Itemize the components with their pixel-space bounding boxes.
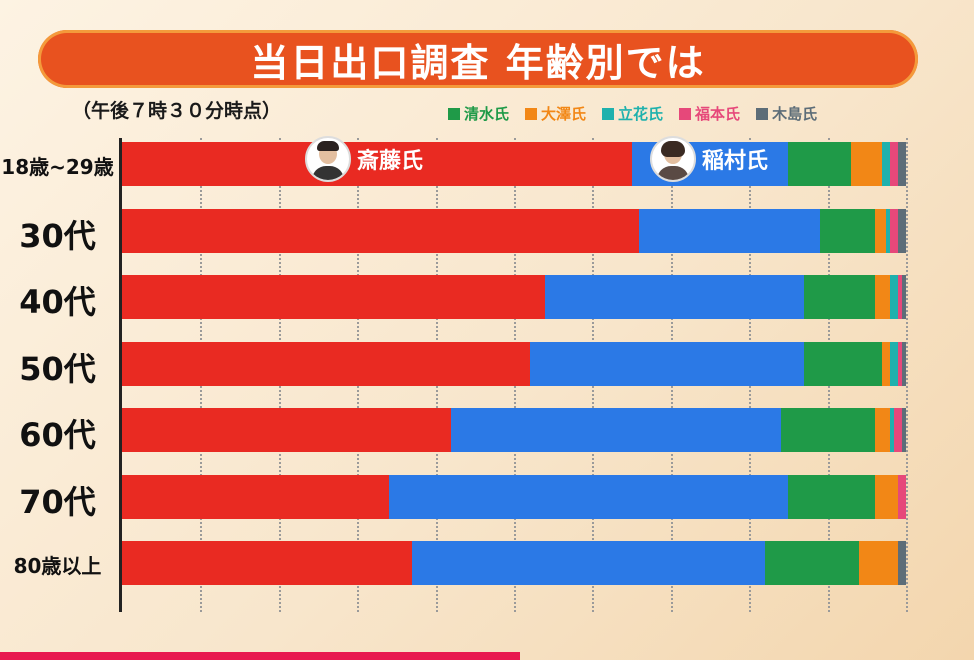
candidate-photo-icon [650, 136, 696, 182]
bar-saito [122, 474, 389, 519]
category-label: 50代 [19, 349, 96, 388]
bar-kijima [902, 275, 906, 319]
bar-osawa [858, 541, 899, 585]
bottom-strip [0, 652, 520, 660]
bar-shimizu [764, 541, 859, 585]
legend-item: 大澤氏 [525, 103, 586, 124]
legend-item: 清水氏 [448, 103, 509, 124]
bar-tachibana [890, 341, 899, 386]
bar-inamura [545, 275, 805, 319]
legend-swatch [679, 107, 692, 120]
y-axis-line [119, 138, 122, 612]
bar-osawa [882, 341, 891, 386]
gridline [906, 138, 908, 612]
bar-saito [122, 541, 413, 585]
bar-saito [122, 208, 640, 253]
bar-saito [122, 142, 632, 186]
bar-kijima [898, 142, 906, 186]
candidate-label-inamura: 稲村氏 [650, 136, 768, 182]
bar-osawa [874, 408, 891, 452]
bar-osawa [851, 142, 883, 186]
category-label: 60代 [19, 416, 96, 454]
bar-tachibana [886, 208, 891, 253]
candidate-name: 斎藤氏 [357, 149, 424, 174]
bar-kijima [902, 408, 906, 452]
bar-osawa [874, 208, 887, 253]
candidate-name: 稲村氏 [702, 149, 769, 174]
legend-swatch [448, 107, 460, 120]
candidate-photo-icon [305, 136, 351, 182]
bar-fukumoto [894, 408, 903, 452]
legend-swatch [602, 107, 615, 120]
bar-osawa [874, 275, 891, 319]
chart-subtitle: （午後７時３０分時点） [72, 100, 282, 122]
legend-label: 福本氏 [695, 105, 741, 123]
bar-fukumoto [890, 142, 899, 186]
category-label: 70代 [19, 482, 96, 521]
legend-label: 大澤氏 [541, 105, 587, 123]
legend-label: 立花氏 [618, 105, 664, 123]
category-label: 40代 [19, 283, 96, 321]
bar-tachibana [890, 275, 899, 319]
bar-shimizu [804, 275, 875, 319]
bar-shimizu [804, 341, 883, 386]
legend-label: 木島氏 [772, 105, 818, 123]
bar-tachibana [890, 408, 895, 452]
bar-saito [122, 341, 530, 386]
legend-label: 清水氏 [464, 105, 510, 123]
bar-shimizu [788, 474, 875, 519]
category-label: 30代 [19, 216, 96, 255]
bar-fukumoto [898, 275, 903, 319]
bar-shimizu [788, 142, 852, 186]
title-banner: 当日出口調査 年齢別では [38, 30, 918, 88]
bar-saito [122, 408, 452, 452]
category-label: 80歳以上 [13, 554, 102, 578]
bar-kijima [902, 341, 906, 386]
bar-inamura [388, 474, 789, 519]
bar-inamura [639, 208, 820, 253]
candidate-label-saito: 斎藤氏 [305, 136, 423, 182]
legend-item: 立花氏 [602, 103, 663, 124]
bar-tachibana [882, 142, 891, 186]
bar-fukumoto [898, 474, 906, 519]
legend-swatch [756, 107, 769, 120]
chart-title: 当日出口調査 年齢別では [250, 40, 706, 85]
bar-shimizu [780, 408, 875, 452]
legend-swatch [525, 107, 538, 120]
bar-fukumoto [890, 208, 899, 253]
bar-fukumoto [898, 341, 903, 386]
bar-osawa [874, 474, 899, 519]
legend: 清水氏 大澤氏 立花氏 福本氏 木島氏 [448, 103, 817, 124]
bar-kijima [898, 541, 906, 585]
category-label: 18歳~29歳 [1, 155, 114, 179]
bar-inamura [529, 341, 805, 386]
legend-item: 木島氏 [756, 103, 817, 124]
bar-kijima [898, 208, 906, 253]
bar-saito [122, 275, 546, 319]
bar-inamura [451, 408, 781, 452]
legend-item: 福本氏 [679, 103, 740, 124]
bar-inamura [412, 541, 765, 585]
bar-shimizu [819, 208, 875, 253]
